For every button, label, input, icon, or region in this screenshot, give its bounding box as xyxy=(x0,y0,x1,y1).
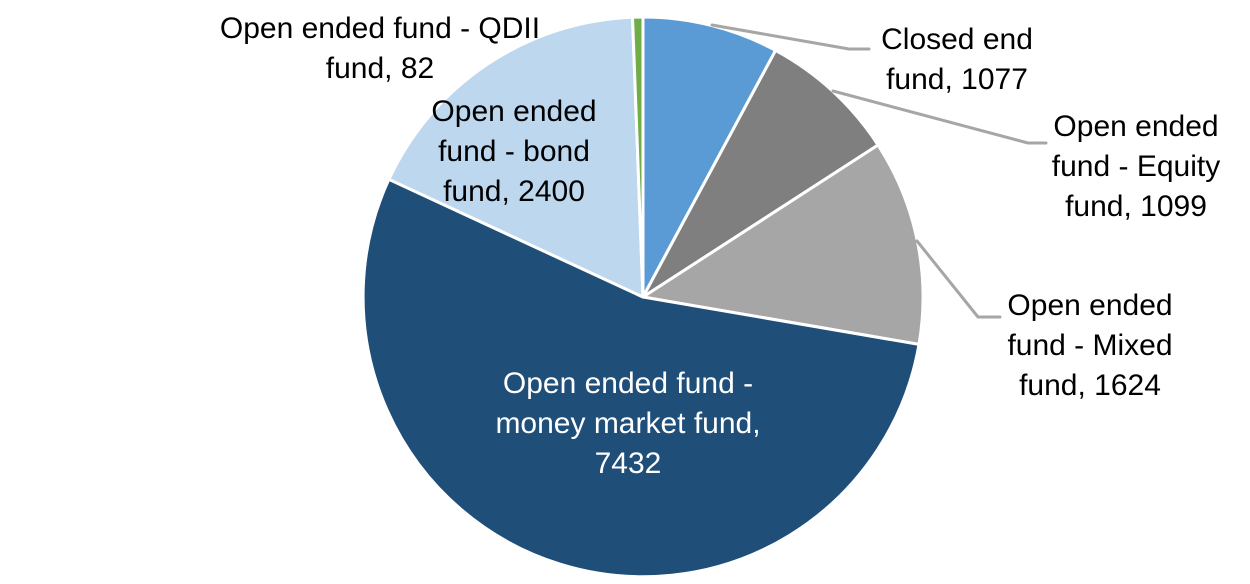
data-label-open-ended-fund-money-market: Open ended fund - money market fund, 743… xyxy=(398,364,858,484)
leader-line-open-ended-fund-equity xyxy=(831,89,1048,145)
label-line: 7432 xyxy=(594,447,662,480)
label-line: fund - Mixed xyxy=(1007,329,1173,362)
label-line: Open ended fund - xyxy=(502,367,754,400)
label-line: money market fund, xyxy=(495,407,761,440)
label-line: fund, 1077 xyxy=(886,63,1028,96)
pie-slice-open-ended-fund-money-market-fund[interactable] xyxy=(361,177,921,579)
label-line: fund, 2400 xyxy=(443,175,585,208)
pie-slice-open-ended-fund-qdii-fund[interactable] xyxy=(631,15,645,299)
pie-slice-open-ended-fund-bond-fund[interactable] xyxy=(387,15,645,299)
label-line: Open ended fund - QDII xyxy=(219,12,541,45)
label-line: fund, 1099 xyxy=(1065,190,1207,223)
leader-line-closed-end-fund xyxy=(710,23,871,51)
data-label-open-ended-fund-equity: Open ended fund - Equity fund, 1099 xyxy=(1016,107,1250,227)
data-label-closed-end-fund: Closed end fund, 1077 xyxy=(837,20,1077,100)
label-line: Closed end xyxy=(881,23,1033,56)
label-line: Open ended xyxy=(1053,110,1219,143)
leader-line-open-ended-fund-mixed xyxy=(915,239,1002,319)
label-line: Open ended xyxy=(431,95,597,128)
label-line: Open ended xyxy=(1007,289,1173,322)
data-label-open-ended-fund-mixed: Open ended fund - Mixed fund, 1624 xyxy=(970,286,1210,406)
label-line: fund, 1624 xyxy=(1019,369,1161,402)
label-line: fund, 82 xyxy=(325,52,435,85)
data-label-open-ended-fund-qdii: Open ended fund - QDII fund, 82 xyxy=(150,9,610,89)
data-label-open-ended-fund-bond: Open ended fund - bond fund, 2400 xyxy=(394,92,634,212)
label-line: fund - Equity xyxy=(1051,150,1221,183)
label-line: fund - bond xyxy=(438,135,590,168)
